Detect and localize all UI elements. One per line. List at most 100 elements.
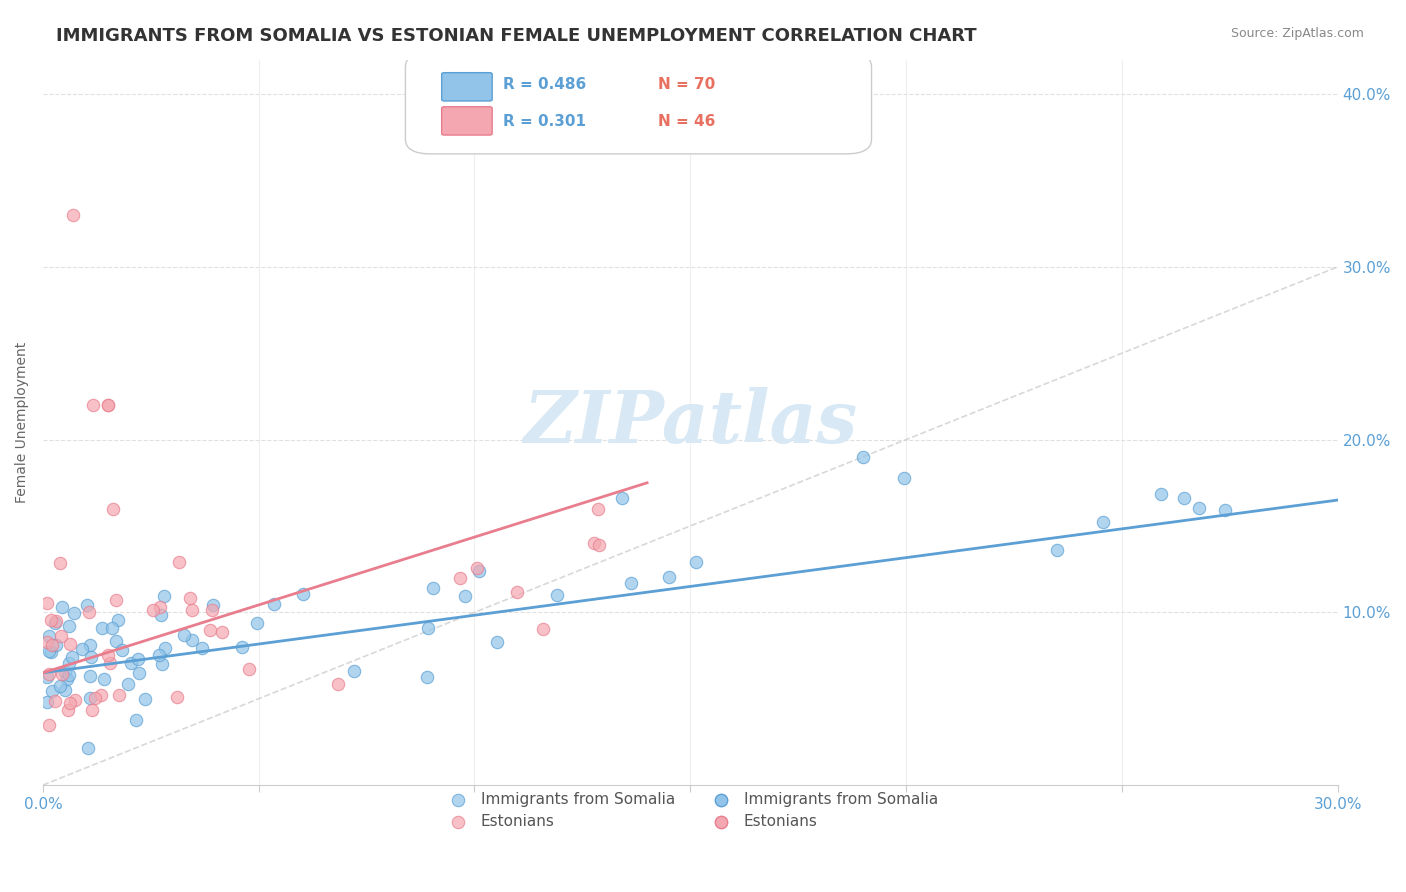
Immigrants from Somalia [191, 641, 214, 656]
Immigrants from Somalia [1046, 542, 1069, 557]
Immigrants from Somalia [153, 589, 176, 603]
Estonians [49, 629, 72, 643]
Immigrants from Somalia [453, 589, 475, 603]
Immigrants from Somalia [38, 644, 60, 658]
Immigrants from Somalia [125, 713, 148, 727]
Immigrants from Somalia [893, 471, 915, 485]
Immigrants from Somalia [416, 621, 439, 635]
Estonians [211, 625, 233, 640]
Estonians [588, 501, 610, 516]
Text: ZIPatlas: ZIPatlas [523, 387, 858, 458]
Immigrants from Somalia [620, 576, 643, 591]
Estonians [45, 614, 67, 628]
FancyBboxPatch shape [441, 107, 492, 135]
Immigrants from Somalia [80, 650, 103, 665]
Immigrants from Somalia [111, 643, 134, 657]
Estonians [62, 208, 84, 222]
Estonians [63, 693, 86, 707]
Estonians [48, 556, 70, 570]
Estonians [238, 662, 260, 676]
Estonians [38, 717, 60, 731]
Immigrants from Somalia [246, 615, 269, 630]
FancyBboxPatch shape [405, 53, 872, 154]
Estonians [101, 502, 124, 516]
Estonians [582, 536, 605, 550]
Y-axis label: Female Unemployment: Female Unemployment [15, 342, 30, 503]
Immigrants from Somalia [79, 690, 101, 705]
Estonians [108, 688, 131, 702]
Estonians [37, 596, 59, 610]
Text: IMMIGRANTS FROM SOMALIA VS ESTONIAN FEMALE UNEMPLOYMENT CORRELATION CHART: IMMIGRANTS FROM SOMALIA VS ESTONIAN FEMA… [56, 27, 977, 45]
Immigrants from Somalia [44, 615, 66, 630]
Estonians [328, 676, 350, 690]
Immigrants from Somalia [422, 582, 444, 596]
Immigrants from Somalia [37, 695, 59, 709]
Immigrants from Somalia [79, 638, 101, 652]
Estonians [465, 561, 488, 575]
Estonians [531, 622, 554, 636]
Text: R = 0.301: R = 0.301 [502, 114, 585, 128]
Immigrants from Somalia [202, 598, 225, 612]
Immigrants from Somalia [1188, 500, 1211, 515]
Estonians [166, 690, 188, 704]
Estonians [97, 648, 120, 662]
Immigrants from Somalia [485, 635, 508, 649]
Estonians [167, 555, 190, 569]
Immigrants from Somalia [173, 628, 195, 642]
Estonians [39, 613, 62, 627]
Immigrants from Somalia [58, 668, 80, 682]
Immigrants from Somalia [45, 638, 67, 652]
Estonians [79, 605, 101, 619]
Immigrants from Somalia [150, 657, 173, 671]
Immigrants from Somalia [70, 641, 93, 656]
Estonians [200, 623, 222, 637]
Estonians [149, 599, 172, 614]
Estonians [59, 696, 82, 710]
Immigrants from Somalia [37, 670, 59, 684]
Immigrants from Somalia [41, 684, 63, 698]
Estonians [59, 637, 82, 651]
Immigrants from Somalia [51, 600, 73, 615]
Estonians [98, 657, 121, 671]
Estonians [588, 538, 610, 552]
Immigrants from Somalia [53, 665, 76, 679]
Immigrants from Somalia [148, 648, 170, 663]
Immigrants from Somalia [343, 664, 366, 678]
Immigrants from Somalia [150, 608, 173, 623]
Immigrants from Somalia [181, 632, 204, 647]
Estonians [181, 603, 204, 617]
Text: N = 70: N = 70 [658, 78, 716, 93]
Immigrants from Somalia [93, 672, 115, 686]
Immigrants from Somalia [117, 676, 139, 690]
Estonians [37, 635, 59, 649]
Estonians [51, 667, 73, 681]
Estonians [84, 691, 107, 706]
Immigrants from Somalia [62, 606, 84, 620]
Immigrants from Somalia [263, 597, 285, 611]
Immigrants from Somalia [852, 450, 875, 464]
Text: Source: ZipAtlas.com: Source: ZipAtlas.com [1230, 27, 1364, 40]
Estonians [97, 398, 120, 412]
Immigrants from Somalia [76, 741, 98, 756]
Immigrants from Somalia [38, 629, 60, 643]
Estonians [506, 585, 529, 599]
Estonians [41, 638, 63, 652]
Estonians [56, 703, 79, 717]
Immigrants from Somalia [134, 691, 156, 706]
Estonians [142, 603, 165, 617]
Immigrants from Somalia [1092, 515, 1115, 529]
Immigrants from Somalia [416, 670, 439, 684]
Immigrants from Somalia [658, 570, 681, 584]
Immigrants from Somalia [60, 650, 83, 665]
Estonians [97, 398, 120, 412]
Estonians [80, 703, 103, 717]
Immigrants from Somalia [53, 683, 76, 698]
Immigrants from Somalia [101, 622, 124, 636]
Estonians [201, 603, 224, 617]
Immigrants from Somalia [56, 672, 79, 686]
Immigrants from Somalia [91, 620, 114, 634]
Immigrants from Somalia [79, 669, 101, 683]
Immigrants from Somalia [76, 598, 98, 612]
Estonians [105, 592, 128, 607]
Estonians [38, 667, 60, 681]
